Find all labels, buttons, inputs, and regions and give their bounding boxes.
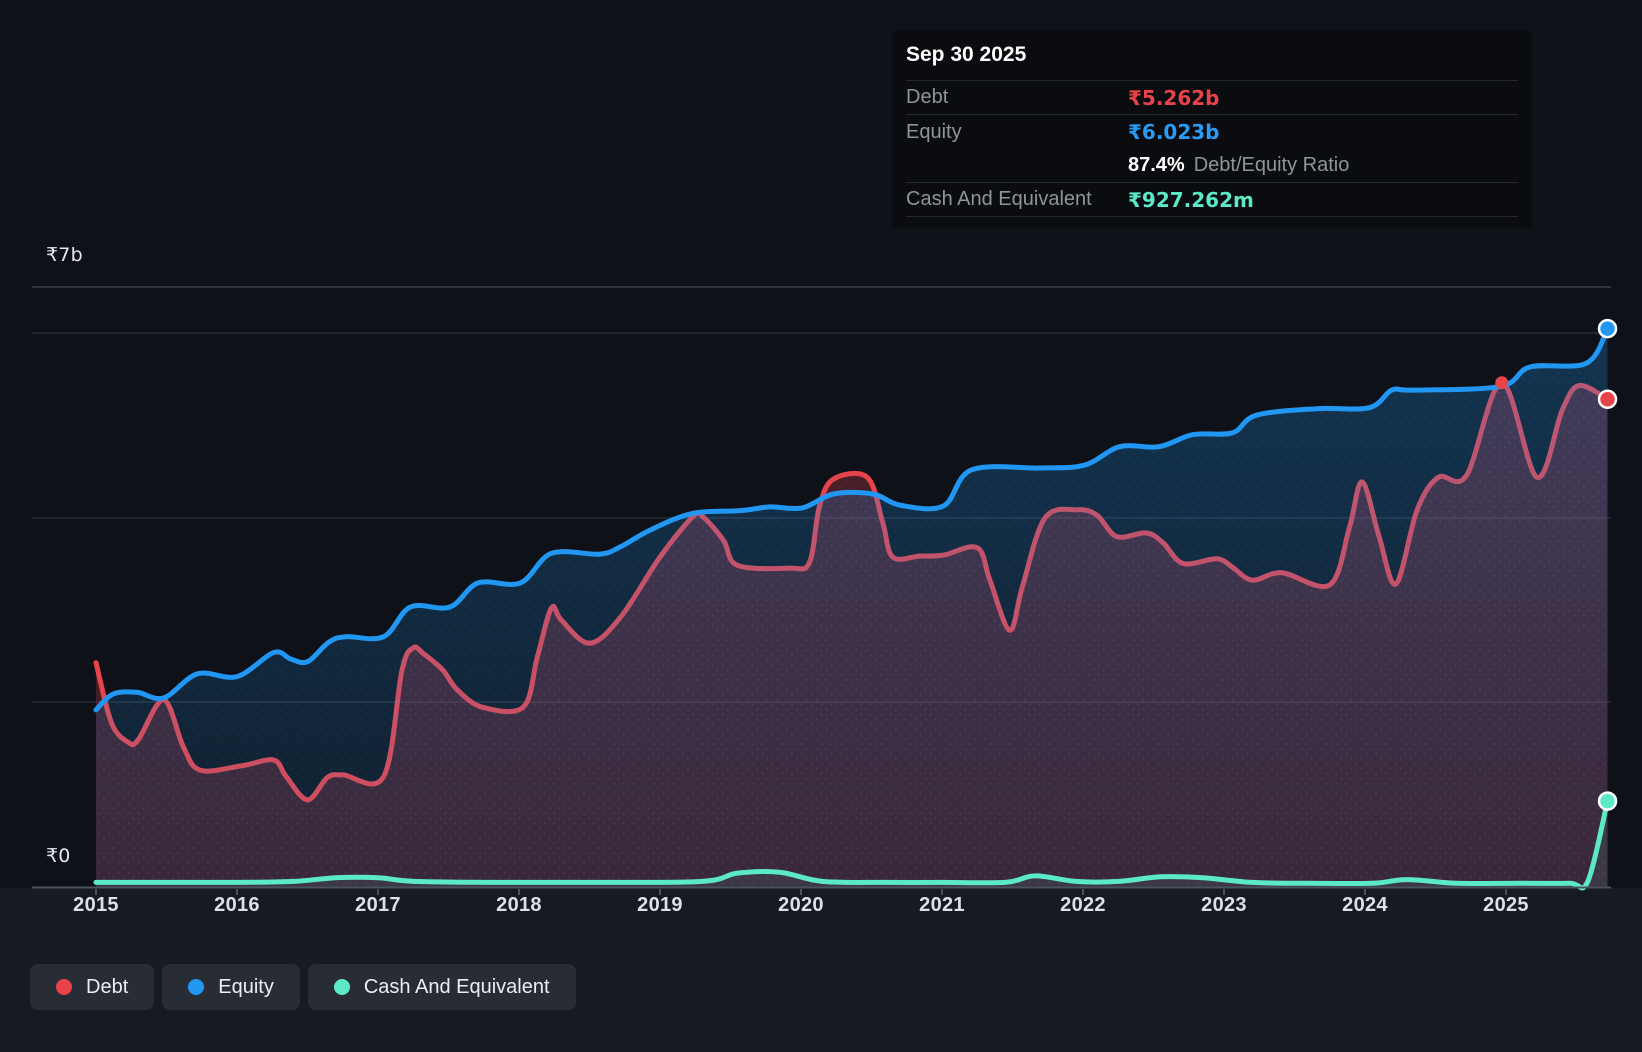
x-axis-label-2021: 2021 <box>919 894 965 916</box>
x-axis-label-2018: 2018 <box>496 894 542 916</box>
legend-label: Equity <box>218 975 274 998</box>
legend-item-cash[interactable]: Cash And Equivalent <box>307 964 576 1010</box>
tooltip-row-cash: Cash And Equivalent ₹927.262m <box>906 183 1518 217</box>
tooltip-label: Debt <box>906 86 949 108</box>
tooltip-ratio-caption: Debt/Equity Ratio <box>1193 154 1350 176</box>
tooltip-row-debt: Debt ₹5.262b <box>906 81 1518 115</box>
x-axis-label-2025: 2025 <box>1483 894 1529 916</box>
x-axis-label-2015: 2015 <box>73 894 119 916</box>
x-axis-label-2016: 2016 <box>214 894 260 916</box>
tooltip-debt-value: ₹5.262b <box>1128 85 1220 110</box>
legend-item-equity[interactable]: Equity <box>162 964 300 1010</box>
x-axis-label-2023: 2023 <box>1201 894 1247 916</box>
y-axis-label-zero: ₹0 <box>46 845 71 867</box>
tooltip-cash-value: ₹927.262m <box>1128 187 1254 212</box>
x-axis-label-2017: 2017 <box>355 894 401 916</box>
legend-label: Debt <box>86 975 129 998</box>
y-axis-label-top: ₹7b <box>46 244 83 266</box>
tooltip-date: Sep 30 2025 <box>906 30 1518 81</box>
legend: Debt Equity Cash And Equivalent <box>30 964 576 1010</box>
x-axis-label-2022: 2022 <box>1060 894 1106 916</box>
tooltip-ratio-value: 87.4% <box>1128 154 1185 176</box>
legend-label: Cash And Equivalent <box>363 975 550 998</box>
legend-item-debt[interactable]: Debt <box>30 964 155 1010</box>
tooltip-row-ratio: 87.4% Debt/Equity Ratio <box>906 149 1518 183</box>
x-axis-label-2020: 2020 <box>778 894 824 916</box>
x-axis-label-2024: 2024 <box>1342 894 1388 916</box>
tooltip: Sep 30 2025 Debt ₹5.262b Equity ₹6.023b … <box>892 30 1532 228</box>
tooltip-equity-value: ₹6.023b <box>1128 120 1220 144</box>
tooltip-label: Equity <box>906 120 962 143</box>
tooltip-row-equity: Equity ₹6.023b <box>906 115 1518 149</box>
x-axis-label-2019: 2019 <box>637 894 683 916</box>
equity-series-dot-icon <box>188 979 205 995</box>
debt-series-dot-icon <box>56 979 72 995</box>
tooltip-label: Cash And Equivalent <box>906 188 1092 210</box>
cash-series-dot-icon <box>333 979 350 995</box>
